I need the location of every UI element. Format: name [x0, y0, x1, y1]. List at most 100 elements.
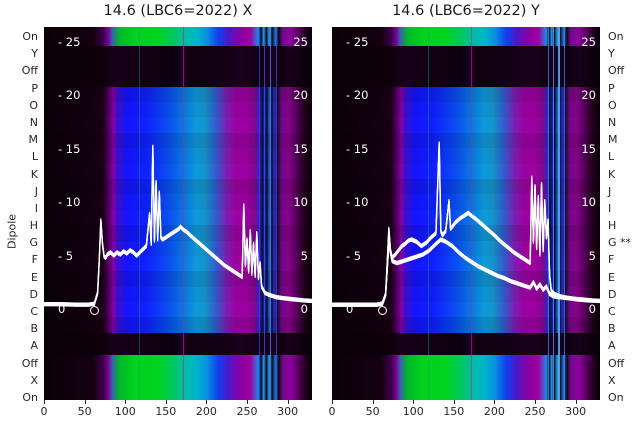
y-category-on-21: On: [608, 391, 624, 404]
heatmap-y[interactable]: [332, 27, 600, 400]
y-category-e-14: E: [608, 270, 615, 284]
rfi-line: [183, 27, 185, 400]
x-tick-label-200: 200: [195, 405, 217, 418]
x-tick-250: [535, 400, 537, 404]
trace-line: [331, 237, 601, 304]
x-tick-label-0: 0: [40, 405, 48, 418]
heatmap-row-stripe: [44, 286, 312, 303]
y-category-x-20: X: [608, 373, 616, 387]
x-tick-150: [453, 400, 455, 404]
trace-line: [43, 145, 313, 305]
x-tick-200: [206, 400, 208, 404]
trace-line: [331, 239, 601, 307]
heatmap-row-stripe: [44, 102, 312, 118]
rfi-line: [138, 27, 140, 400]
trace-line: [331, 143, 601, 307]
x-tick-200: [494, 400, 496, 404]
rfi-line: [548, 27, 550, 400]
trace-line: [43, 147, 313, 307]
heatmap-row-stripe: [44, 317, 312, 333]
x-tick-0: [332, 400, 333, 404]
x-tick-label-0: 0: [328, 405, 336, 418]
x-tick-0: [44, 400, 45, 404]
x-tick-label-200: 200: [483, 405, 505, 418]
rfi-line: [564, 27, 566, 400]
rfi-line: [552, 27, 554, 400]
y-category-o-4: O: [608, 98, 617, 112]
x-tick-label-100: 100: [402, 405, 424, 418]
trace-line: [43, 144, 313, 304]
heatmap-row-stripe: [44, 86, 312, 103]
heatmap-x[interactable]: [44, 27, 312, 400]
rfi-line: [275, 27, 277, 400]
y-category-h-11: H: [608, 219, 617, 233]
panel-title-y: 14.6 (LBC6=2022) Y: [392, 3, 540, 19]
y-category-a-18: A: [608, 339, 616, 353]
rfi-line: [258, 27, 261, 400]
heatmap-row-stripe: [332, 102, 600, 118]
y-category-a-18: A: [30, 339, 38, 353]
x-tick-100: [413, 400, 415, 404]
heatmap-row-stripe: [44, 271, 312, 287]
x-tick-label-100: 100: [114, 405, 136, 418]
heatmap-row-stripe: [44, 148, 312, 164]
zero-marker: [378, 306, 387, 315]
y-category-g-12: G **: [608, 236, 632, 250]
y-category-c-16: C: [608, 305, 616, 319]
panel-y[interactable]: - 25- 20- 15- 10- 5 0 25 20 15 10 5 0: [331, 27, 601, 400]
y-category-j-9: J: [608, 184, 612, 198]
y-axis-label: Dipole: [5, 213, 19, 250]
heatmap-band-off: [332, 66, 600, 87]
y-category-f-13: F: [31, 253, 38, 267]
y-axis-categories-left: Dipole On Y Off P O N M L K J I H G F E D C B A Off X On: [0, 27, 42, 403]
heatmap-band-y: [332, 45, 600, 67]
y-category-k-8: K: [30, 167, 38, 181]
heatmap-row-stripe: [332, 86, 600, 103]
x-axis-right: 0 50 100 150 200 250 300: [328, 400, 600, 430]
rfi-line: [269, 27, 272, 400]
trace-line: [331, 141, 601, 304]
rfi-line: [557, 27, 560, 400]
heatmap-row-stripe: [332, 132, 600, 149]
heatmap-band-on-top: [332, 27, 600, 46]
heatmap-row-stripe: [332, 317, 600, 333]
trace-line: [43, 146, 313, 307]
panel-x[interactable]: - 25- 20- 15- 10- 5 0 25 20 15 10 5 0: [43, 27, 313, 400]
y-category-n-5: N: [29, 115, 38, 129]
x-tick-50: [84, 400, 86, 404]
trace-line: [331, 142, 601, 306]
heatmap-row-stripe: [44, 132, 312, 149]
y-category-i-10: I: [608, 201, 612, 215]
heatmap-band-x-low: [44, 355, 312, 400]
heatmap-band-off-low: [332, 332, 600, 356]
y-category-f-13: F: [608, 253, 615, 267]
heatmap-row-stripe: [44, 178, 312, 195]
y-category-y-1: Y: [608, 47, 615, 61]
y-category-off-2: Off: [608, 64, 625, 78]
heatmap-band-off: [44, 66, 312, 87]
y-category-x-20: X: [30, 373, 38, 387]
y-category-n-5: N: [608, 115, 617, 129]
y-category-o-4: O: [29, 98, 38, 112]
x-tick-label-150: 150: [155, 405, 177, 418]
trace-line: [331, 238, 601, 306]
zero-marker: [90, 306, 99, 315]
y-category-on-0: On: [22, 30, 38, 43]
y-category-g-12: G: [29, 236, 38, 250]
y-category-y-1: Y: [31, 47, 38, 61]
trace-overlay-y: [331, 141, 601, 307]
x-tick-label-50: 50: [365, 405, 380, 418]
x-tick-label-250: 250: [524, 405, 546, 418]
y-category-e-14: E: [31, 270, 38, 284]
x-tick-label-50: 50: [77, 405, 92, 418]
heatmap-row-stripe: [332, 148, 600, 164]
heatmap-band-y: [44, 45, 312, 67]
y-category-on-0: On: [608, 30, 624, 43]
trace-line: [331, 240, 601, 307]
x-tick-label-150: 150: [443, 405, 465, 418]
rfi-line: [264, 27, 266, 400]
x-tick-label-300: 300: [277, 405, 299, 418]
y-category-h-11: H: [29, 219, 38, 233]
y-category-c-16: C: [30, 305, 38, 319]
